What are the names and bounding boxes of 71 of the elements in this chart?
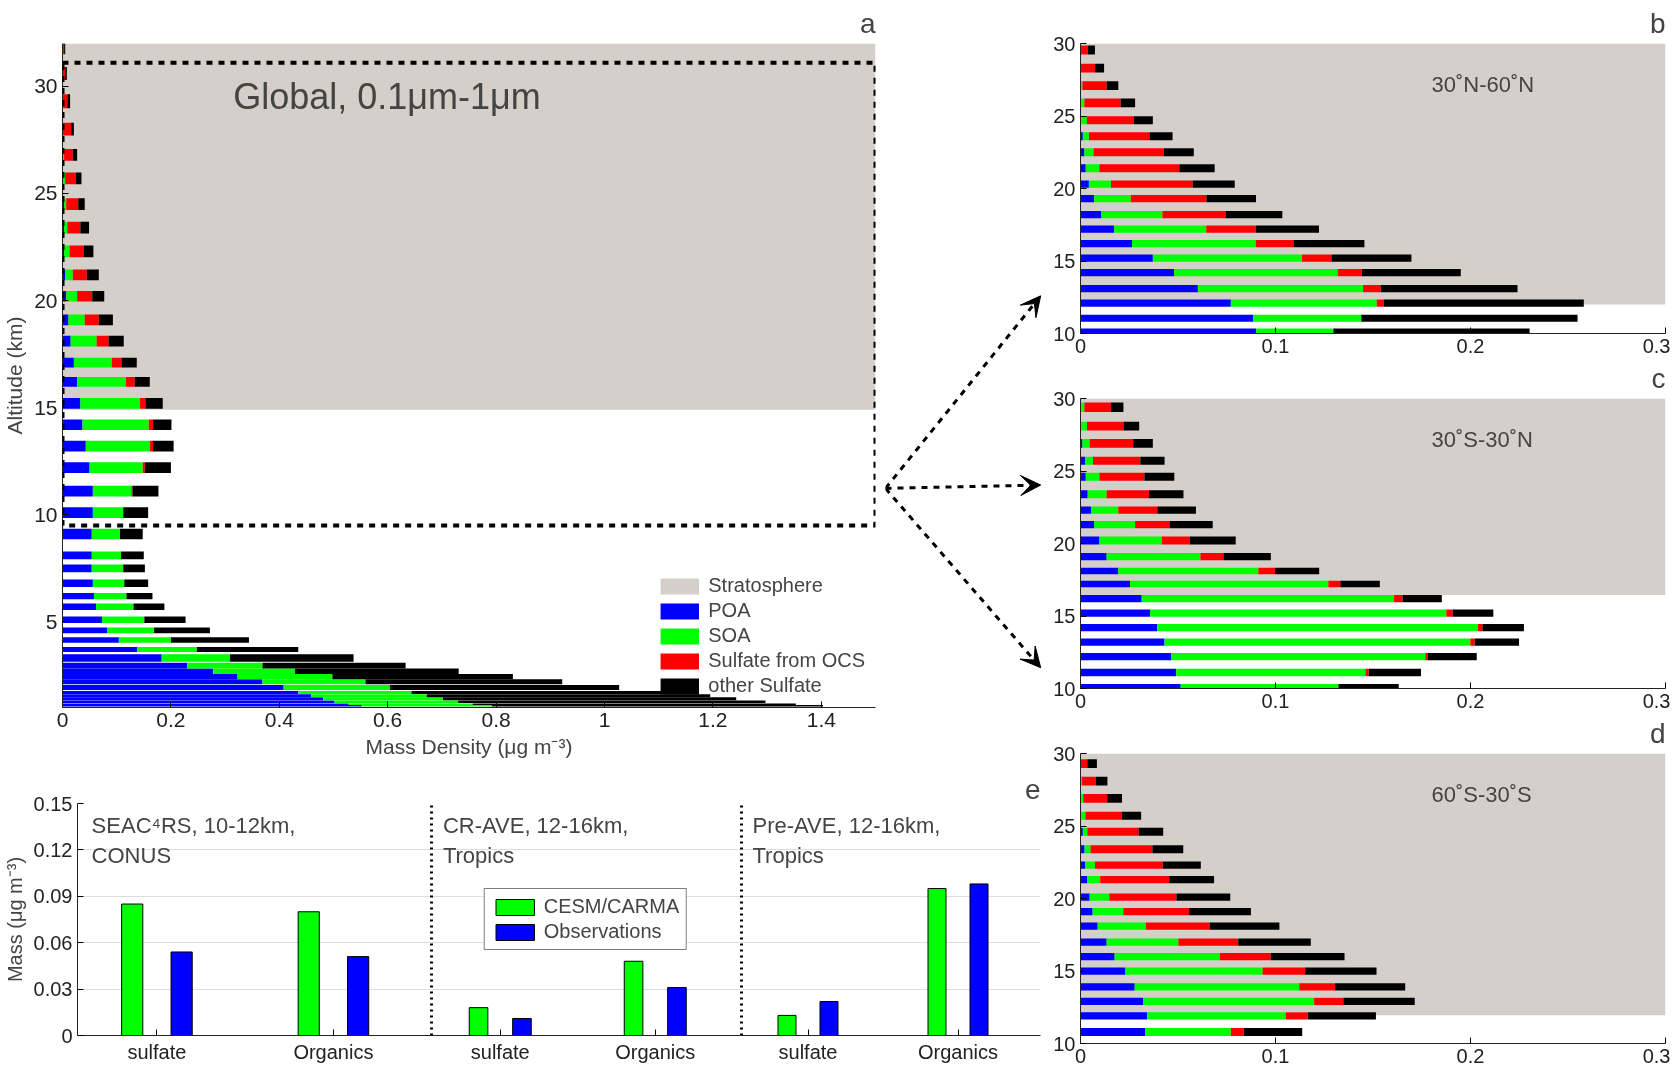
x-tick-label: 1 [598, 707, 611, 731]
y-tick-label: 10 [1053, 677, 1076, 700]
annotation: SEAC⁴RS, 10-12km, CONUS [91, 812, 296, 868]
annotation: CR-AVE, 12-16km, Tropics [442, 812, 629, 868]
x-tick-label: Organics [615, 1040, 696, 1063]
x-tick-label: 0.1 [1261, 334, 1290, 357]
annotation: 30˚N-60˚N [1431, 71, 1535, 97]
y-tick-label: 0.03 [33, 978, 73, 1001]
y-tick-label: 0.12 [33, 838, 73, 861]
annotation: Pre-AVE, 12-16km, Tropics [752, 812, 941, 868]
chart-title: d [1649, 717, 1666, 749]
y-tick-label: 0 [61, 1024, 73, 1047]
y-tick-label: 25 [1053, 815, 1076, 837]
x-tick-label: 0.3 [1642, 334, 1671, 357]
annotation: Global, 0.1μm-1μm [233, 76, 541, 118]
x-tick-label: 1.4 [806, 707, 837, 731]
x-tick-label: 0.2 [156, 707, 186, 731]
y-tick-label: 20 [1053, 532, 1076, 555]
x-tick-label: 0.3 [1642, 1044, 1671, 1067]
x-tick-label: Organics [293, 1040, 374, 1063]
x-tick-label: 0.2 [1456, 689, 1485, 712]
legend-label: Stratosphere [708, 574, 823, 597]
chart-title: a [859, 7, 876, 39]
y-tick-label: 30 [34, 74, 58, 98]
x-tick-label: 0.2 [1456, 334, 1485, 357]
x-tick-label: Organics [917, 1040, 999, 1063]
y-tick-label: 15 [1053, 960, 1076, 982]
x-tick-label: 0.4 [264, 707, 295, 731]
y-tick-label: 30 [1053, 742, 1076, 765]
x-tick-label: sulfate [127, 1040, 187, 1063]
x-tick-label: 0.8 [481, 707, 511, 731]
x-tick-label: 0.6 [373, 707, 403, 731]
y-tick-label: 10 [1053, 1032, 1076, 1055]
legend-label: other Sulfate [708, 674, 822, 697]
x-tick-label: 0.1 [1261, 1044, 1290, 1067]
y-tick-label: 25 [1053, 105, 1076, 127]
legend-label: CESM/CARMA [543, 895, 680, 918]
y-tick-label: 30 [1053, 32, 1076, 55]
y-tick-label: 15 [34, 395, 58, 419]
y-tick-label: 20 [1053, 177, 1076, 200]
y-tick-label: 0.15 [33, 792, 73, 815]
y-tick-label: 10 [1053, 322, 1076, 345]
y-tick-label: 25 [1053, 460, 1076, 482]
y-tick-label: 30 [1053, 387, 1076, 410]
y-tick-label: 0.06 [33, 931, 73, 954]
x-tick-label: 0.3 [1642, 689, 1671, 712]
y-axis-title: Mass (μg m⁻³) [3, 856, 26, 983]
x-axis-title: Mass Density (μg m⁻³) [365, 734, 573, 758]
x-tick-label: 1.2 [698, 707, 728, 731]
y-tick-label: 10 [34, 502, 58, 526]
annotation: 30˚S-30˚N [1431, 426, 1533, 452]
x-tick-label: sulfate [778, 1040, 838, 1063]
y-tick-label: 15 [1053, 605, 1076, 627]
x-tick-label: 0.2 [1456, 1044, 1485, 1067]
legend-label: Sulfate from OCS [708, 649, 865, 672]
chart-title: b [1649, 7, 1666, 39]
legend-label: Observations [543, 920, 662, 943]
y-axis-title: Altitude (km) [3, 316, 27, 435]
annotation: 60˚S-30˚S [1431, 781, 1532, 807]
x-tick-label: 0.1 [1261, 689, 1290, 712]
y-tick-label: 15 [1053, 250, 1076, 272]
legend-label: SOA [708, 624, 751, 647]
y-tick-label: 5 [45, 609, 58, 633]
legend-label: POA [708, 599, 751, 622]
x-tick-label: sulfate [470, 1040, 530, 1063]
y-tick-label: 0.09 [33, 885, 73, 908]
y-tick-label: 25 [34, 181, 58, 205]
chart-title: e [1024, 773, 1041, 805]
chart-title: c [1651, 362, 1666, 394]
y-tick-label: 20 [1053, 887, 1076, 910]
y-tick-label: 20 [34, 288, 58, 312]
